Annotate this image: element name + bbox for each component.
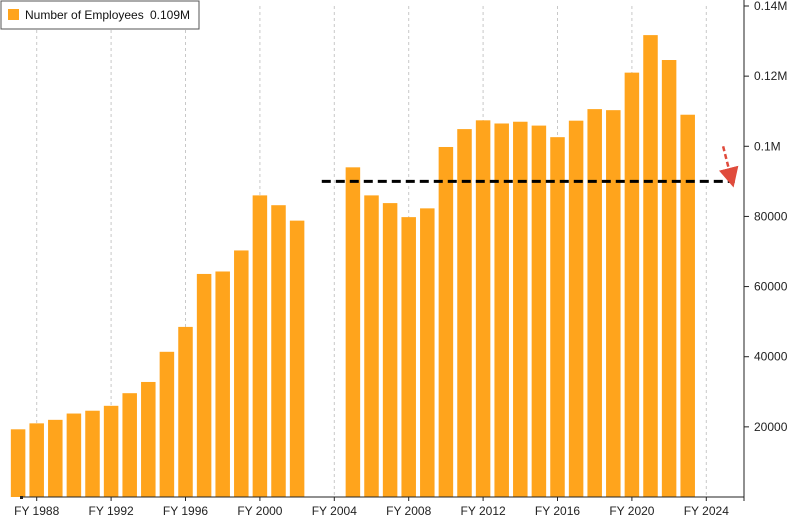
bar [494, 123, 509, 497]
x-tick-label: FY 2020 [609, 504, 654, 518]
bar [624, 72, 640, 497]
y-tick-label: 0.1M [754, 139, 781, 153]
bar [550, 137, 565, 497]
legend-value: 0.109M [150, 8, 190, 22]
bar [196, 273, 212, 497]
x-tick-label: FY 1992 [89, 504, 134, 518]
x-tick-label: FY 2016 [535, 504, 580, 518]
bar [66, 413, 82, 497]
bar [513, 121, 528, 497]
trend-arrow-icon [718, 145, 739, 188]
axis-origin-marker [20, 496, 23, 499]
legend-label: Number of Employees [25, 8, 144, 22]
bar [141, 381, 156, 497]
x-tick-label: FY 2004 [312, 504, 357, 518]
bar [271, 205, 286, 497]
bar [252, 195, 268, 497]
y-tick-label: 0.12M [754, 69, 787, 83]
x-tick-label: FY 2000 [237, 504, 282, 518]
bar [475, 120, 491, 497]
bar [10, 429, 26, 497]
bar [661, 60, 677, 497]
bar [420, 208, 435, 498]
bar [289, 220, 305, 497]
x-tick-label: FY 1988 [14, 504, 59, 518]
bar [680, 114, 695, 497]
legend: Number of Employees 0.109M [0, 0, 200, 30]
bar [234, 250, 249, 497]
bar [178, 326, 193, 497]
bar [364, 195, 379, 497]
bar [48, 419, 63, 497]
y-tick-label: 40000 [754, 350, 788, 364]
axes: FY 1988 FY 1992 FY 1996 FY 2000 FY 2004 FY 20… [14, 0, 788, 518]
legend-box [0, 0, 200, 30]
annotations [321, 145, 739, 188]
bar [457, 129, 472, 497]
bar [85, 410, 100, 497]
bar [103, 405, 119, 497]
bar [122, 393, 137, 497]
bar [643, 35, 658, 498]
bar [606, 110, 621, 497]
y-tick-label: 80000 [754, 209, 788, 223]
bar [159, 351, 175, 497]
bar [382, 203, 398, 497]
bar [345, 167, 361, 498]
y-tick-label: 0.14M [754, 0, 787, 13]
bar [531, 125, 547, 498]
x-tick-label: FY 2008 [386, 504, 431, 518]
y-tick-label: 20000 [754, 420, 788, 434]
y-tick-label: 60000 [754, 280, 788, 294]
x-tick-label: FY 2012 [461, 504, 506, 518]
bars [10, 35, 695, 498]
bar [215, 271, 230, 497]
x-tick-label: FY 2024 [684, 504, 729, 518]
legend-swatch [8, 9, 19, 20]
bar [401, 217, 416, 497]
bar [29, 423, 44, 497]
bar [438, 146, 454, 498]
bar [587, 109, 602, 498]
bar [568, 120, 584, 498]
x-tick-label: FY 1996 [163, 504, 208, 518]
